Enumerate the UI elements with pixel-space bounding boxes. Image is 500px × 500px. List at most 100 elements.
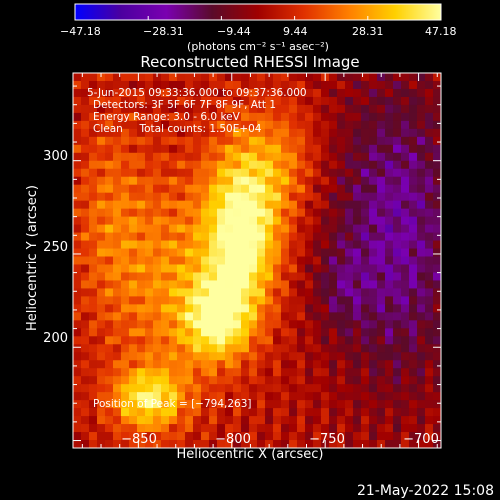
heatmap-cell xyxy=(345,384,354,393)
heatmap-cell xyxy=(89,104,98,114)
heatmap-cell xyxy=(137,184,146,194)
heatmap-cell xyxy=(345,400,354,409)
heatmap-cell xyxy=(137,120,146,130)
heatmap-cell xyxy=(313,73,322,82)
heatmap-cell xyxy=(73,120,82,130)
heatmap-cell xyxy=(225,73,234,82)
heatmap-cell xyxy=(281,432,290,441)
heatmap-cell xyxy=(121,176,130,186)
heatmap-cell xyxy=(369,192,378,202)
heatmap-cell xyxy=(401,192,410,202)
heatmap-cell xyxy=(393,320,402,329)
heatmap-cell xyxy=(337,312,346,321)
heatmap-cell xyxy=(385,73,394,82)
heatmap-cell xyxy=(377,408,386,417)
heatmap-cell xyxy=(249,392,258,401)
colorbar-tick-label: −9.44 xyxy=(217,25,251,38)
heatmap-cell xyxy=(289,360,298,369)
heatmap-cell xyxy=(121,240,130,250)
heatmap-cell xyxy=(385,328,394,337)
heatmap-cell xyxy=(201,320,210,329)
heatmap-cell xyxy=(257,136,266,146)
heatmap-cell xyxy=(97,96,106,106)
heatmap-cell xyxy=(417,144,426,154)
heatmap-cell xyxy=(249,280,258,290)
heatmap-cell xyxy=(145,312,154,321)
heatmap-cell xyxy=(89,88,98,98)
heatmap-cell xyxy=(97,304,106,313)
heatmap-cell xyxy=(209,376,218,385)
heatmap-cell xyxy=(145,296,154,305)
heatmap-cell xyxy=(193,320,202,329)
heatmap-cell xyxy=(345,248,354,258)
heatmap-cell xyxy=(249,376,258,385)
heatmap-cell xyxy=(305,144,314,154)
heatmap-cell xyxy=(89,264,98,274)
heatmap-cell xyxy=(353,152,362,162)
heatmap-cell xyxy=(313,136,322,146)
heatmap-cell xyxy=(169,336,178,345)
heatmap-cell xyxy=(137,408,146,417)
heatmap-cell xyxy=(185,384,194,393)
heatmap-cell xyxy=(81,400,90,409)
heatmap-cell xyxy=(393,344,402,353)
heatmap-cell xyxy=(289,424,298,433)
heatmap-cell xyxy=(89,240,98,250)
heatmap-cell xyxy=(201,104,210,114)
heatmap-cell xyxy=(273,400,282,409)
heatmap-cell xyxy=(81,328,90,337)
heatmap-cell xyxy=(401,392,410,401)
heatmap-cell xyxy=(273,424,282,433)
heatmap-cell xyxy=(225,376,234,385)
heatmap-cell xyxy=(273,392,282,401)
heatmap-cell xyxy=(305,336,314,345)
heatmap-cell xyxy=(393,224,402,234)
heatmap-cell xyxy=(369,376,378,385)
heatmap-cell xyxy=(289,232,298,242)
heatmap-cell xyxy=(121,168,130,178)
heatmap-cell xyxy=(161,304,170,313)
heatmap-cell xyxy=(385,344,394,353)
heatmap-cell xyxy=(289,312,298,321)
heatmap-cell xyxy=(353,392,362,401)
heatmap-cell xyxy=(129,168,138,178)
heatmap-cell xyxy=(137,208,146,218)
heatmap-cell xyxy=(81,264,90,274)
heatmap-cell xyxy=(329,336,338,345)
heatmap-cell xyxy=(345,88,354,98)
heatmap-cell xyxy=(97,296,106,305)
heatmap-cell xyxy=(97,320,106,329)
heatmap-cell xyxy=(281,376,290,385)
heatmap-cell xyxy=(329,352,338,361)
heatmap-cell xyxy=(145,416,154,425)
heatmap-cell xyxy=(417,400,426,409)
heatmap-cell xyxy=(433,312,441,321)
heatmap-cell xyxy=(289,200,298,210)
heatmap-cell xyxy=(105,312,114,321)
heatmap-cell xyxy=(321,200,330,210)
heatmap-cell xyxy=(417,80,426,90)
heatmap-cell xyxy=(145,392,154,401)
heatmap-cell xyxy=(185,392,194,401)
heatmap-cell xyxy=(129,368,138,377)
heatmap-cell xyxy=(417,280,426,290)
heatmap-cell xyxy=(81,248,90,258)
heatmap-cell xyxy=(217,280,226,290)
heatmap-cell xyxy=(377,280,386,290)
heatmap-cell xyxy=(89,304,98,313)
heatmap-cell xyxy=(281,296,290,305)
heatmap-cell xyxy=(241,200,250,210)
heatmap-cell xyxy=(201,440,210,448)
heatmap-cell xyxy=(105,200,114,210)
heatmap-cell xyxy=(153,88,162,98)
heatmap-cell xyxy=(353,184,362,194)
heatmap-cell xyxy=(401,208,410,218)
heatmap-cell xyxy=(433,192,441,202)
heatmap-cell xyxy=(153,328,162,337)
heatmap-cell xyxy=(145,384,154,393)
heatmap-cell xyxy=(217,152,226,162)
heatmap-cell xyxy=(161,216,170,226)
heatmap-cell xyxy=(281,344,290,353)
heatmap-cell xyxy=(97,104,106,114)
heatmap-cell xyxy=(233,144,242,154)
